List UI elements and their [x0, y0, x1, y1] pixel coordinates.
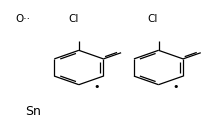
- Text: Sn: Sn: [25, 105, 41, 118]
- Text: •: •: [93, 82, 100, 92]
- Text: O··: O··: [16, 14, 31, 24]
- Text: •: •: [173, 82, 179, 92]
- Text: Cl: Cl: [68, 14, 79, 24]
- Text: Cl: Cl: [148, 14, 158, 24]
